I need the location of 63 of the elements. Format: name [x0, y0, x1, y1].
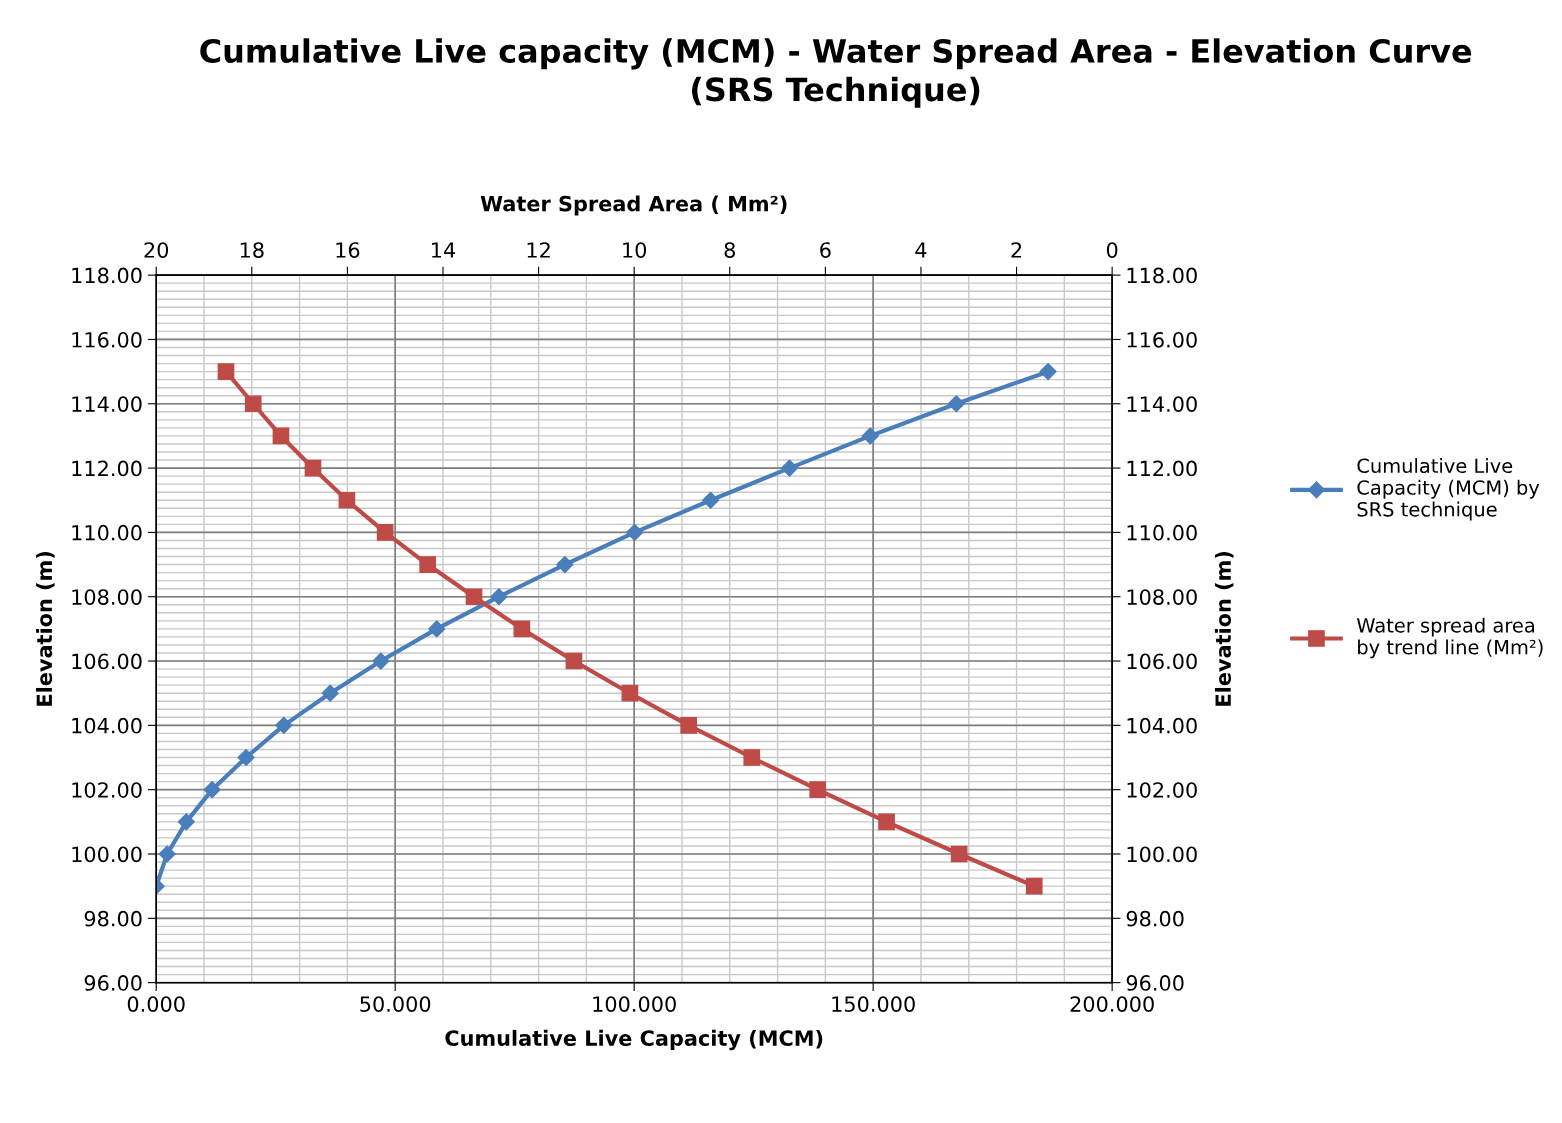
x2-tick-label: 8: [724, 242, 735, 258]
point: [702, 491, 720, 509]
x2-tick-label: 20: [144, 242, 169, 258]
point: [177, 813, 195, 831]
x2-axis-title: Water Spread Area ( Mm²): [480, 195, 787, 216]
y2-tick-label: 100.00: [1127, 846, 1197, 863]
point: [275, 716, 293, 734]
y-tick-label: 104.00: [72, 717, 142, 734]
y-tick-label: 110.00: [72, 524, 142, 541]
y-tick-label: 116.00: [72, 331, 142, 348]
point: [321, 684, 339, 702]
x-tick-label: 200.000: [1070, 996, 1154, 1012]
x-axis-title: Cumulative Live Capacity (MCM): [445, 1029, 823, 1051]
y2-tick-label: 114.00: [1127, 396, 1197, 412]
x2-tick-label: 6: [820, 242, 831, 258]
x-tick-label: 0.000: [127, 996, 185, 1012]
x-tick-label: 100.000: [593, 996, 676, 1012]
point: [780, 459, 799, 477]
y-tick-label: 100.00: [72, 846, 142, 863]
y2-axis-title: Elevation (m): [1214, 551, 1234, 706]
legend-label: Cumulative Live Capacity (MCM) by SRS technique: [1357, 458, 1540, 521]
y-tick-label: 112.00: [72, 460, 142, 477]
point: [556, 556, 574, 574]
y2-tick-label: 112.00: [1127, 460, 1197, 477]
x2-tick-label: 12: [527, 242, 550, 258]
x2-tick-label: 10: [623, 242, 647, 258]
point: [490, 588, 508, 606]
x2-tick-label: 0: [1106, 242, 1118, 258]
y-tick-label: 96.00: [84, 975, 142, 991]
y-tick-label: 108.00: [72, 589, 142, 605]
legend-label: Water spread area by trend line (Mm²): [1356, 617, 1543, 659]
point: [203, 781, 221, 799]
y2-tick-label: 118.00: [1127, 267, 1197, 284]
y2-tick-label: 116.00: [1127, 331, 1197, 348]
point: [947, 395, 965, 413]
point: [1039, 363, 1057, 381]
y2-tick-label: 110.00: [1127, 524, 1197, 541]
y2-tick-label: 104.00: [1127, 717, 1197, 734]
y2-tick-label: 98.00: [1126, 910, 1184, 927]
y2-tick-label: 102.00: [1127, 782, 1197, 798]
y2-tick-label: 96.00: [1126, 975, 1184, 991]
x2-tick-label: 14: [432, 242, 456, 258]
x2-tick-label: 4: [915, 242, 927, 258]
x2-tick-label: 18: [240, 242, 264, 258]
x2-tick-label: 2: [1011, 242, 1022, 258]
chart-title: Cumulative Live capacity (MCM) - Water Spread Area - Elevation Curve (SRS Technique): [200, 38, 1472, 108]
y-tick-label: 118.00: [72, 267, 142, 284]
point: [372, 652, 390, 670]
y2-tick-label: 106.00: [1127, 653, 1197, 670]
point: [158, 845, 176, 863]
point: [626, 523, 644, 541]
y-tick-label: 98.00: [84, 910, 142, 927]
x2-tick-label: 16: [336, 242, 360, 258]
x-tick-label: 50.000: [360, 996, 431, 1012]
point: [428, 620, 446, 638]
point: [861, 427, 879, 445]
y-axis-title: Elevation (m): [36, 551, 55, 706]
y-tick-label: 106.00: [72, 653, 142, 670]
point: [237, 748, 255, 767]
x-tick-label: 150.000: [832, 996, 915, 1012]
y-tick-label: 102.00: [72, 782, 142, 798]
y2-tick-label: 108.00: [1127, 589, 1197, 605]
y-tick-label: 114.00: [72, 396, 142, 412]
